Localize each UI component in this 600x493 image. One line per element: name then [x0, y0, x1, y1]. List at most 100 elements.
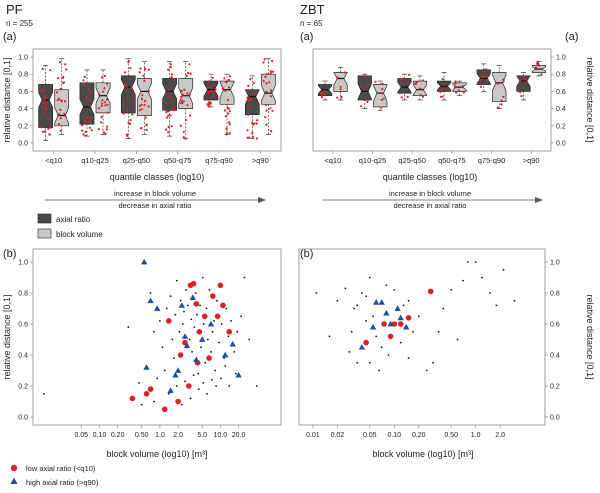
- box-raw-point: [224, 89, 227, 92]
- scatter-point-low-axial: [217, 282, 224, 289]
- pf-scatter-ylabel: relative distance [0,1]: [2, 294, 12, 379]
- box-raw-point: [189, 114, 192, 117]
- scatter-point-low-axial: [177, 352, 184, 358]
- box-axial-ratio: [38, 84, 54, 128]
- scatter-point-other: [393, 289, 396, 291]
- x-tick-label: 1.0: [471, 432, 481, 439]
- box-raw-point: [140, 103, 143, 106]
- box-raw-point: [264, 116, 267, 119]
- box-raw-point: [101, 76, 104, 79]
- scatter-point-high-axial: [141, 258, 148, 265]
- y-tick-label: 0.8: [18, 291, 28, 298]
- scatter-point-other: [213, 320, 215, 322]
- box-raw-point: [185, 74, 188, 77]
- scatter-point-high-axial: [193, 356, 200, 362]
- y-tick-label: 0.0: [18, 141, 28, 148]
- box-raw-point: [59, 108, 62, 111]
- box-raw-point: [223, 77, 226, 80]
- box-raw-point: [182, 136, 185, 139]
- x-tick-label: 0.02: [331, 432, 345, 439]
- scatter-point-other: [432, 361, 434, 364]
- box-raw-point: [255, 137, 259, 140]
- scatter-point-other: [199, 304, 201, 307]
- box-raw-point: [167, 89, 170, 92]
- box-raw-point: [179, 102, 182, 105]
- legend-label-low: low axial ratio (<q10): [26, 464, 96, 473]
- x-tick-label: 0.01: [306, 432, 320, 439]
- scatter-point-other: [189, 397, 192, 400]
- box-raw-point: [81, 129, 84, 132]
- scatter-point-other: [175, 279, 178, 282]
- box-raw-point: [105, 98, 109, 101]
- box-raw-point: [129, 67, 132, 70]
- scatter-point-low-axial: [186, 383, 192, 389]
- box-raw-point: [124, 71, 127, 74]
- box-raw-point: [225, 131, 229, 134]
- y-tick-label: 0.6: [556, 89, 566, 96]
- scatter-point-other: [167, 392, 170, 395]
- box-raw-point: [89, 99, 92, 102]
- box-raw-point: [380, 98, 383, 101]
- box-raw-point: [90, 117, 93, 120]
- x-tick-label: q75-q90: [478, 156, 506, 165]
- box-raw-point: [147, 68, 150, 71]
- box-raw-point: [130, 77, 133, 80]
- scatter-point-low-axial: [226, 329, 232, 335]
- box-raw-point: [323, 90, 326, 93]
- box-raw-point: [224, 115, 227, 118]
- box-block-volume: [373, 84, 388, 108]
- box-raw-point: [270, 91, 273, 94]
- zbt-panel-b-label: (b): [300, 248, 313, 260]
- box-raw-point: [183, 88, 186, 91]
- y-tick-label: 0.2: [550, 384, 560, 391]
- box-raw-point: [55, 91, 59, 94]
- box-raw-point: [246, 96, 249, 99]
- scatter-point-other: [353, 307, 355, 310]
- box-raw-point: [126, 85, 129, 88]
- scatter-point-other: [159, 320, 161, 322]
- box-raw-point: [59, 117, 62, 120]
- y-tick-label: 0.6: [18, 89, 28, 96]
- scatter-point-other: [197, 388, 200, 390]
- scatter-point-other: [191, 351, 194, 353]
- pf-n: n = 255: [6, 19, 33, 28]
- scatter-point-other: [173, 357, 175, 359]
- box-raw-point: [145, 128, 148, 132]
- box-raw-point: [42, 98, 46, 101]
- scatter-point-other: [417, 315, 420, 318]
- scatter-point-other: [380, 346, 383, 349]
- scatter-point-high-axial: [373, 299, 380, 305]
- box-raw-point: [172, 78, 175, 81]
- scatter-point-high-axial: [235, 371, 242, 378]
- box-raw-point: [182, 100, 185, 103]
- box-raw-point: [253, 93, 256, 96]
- pf-box-xlabel: quantile classes (log10): [110, 172, 205, 182]
- box-raw-point: [320, 94, 323, 97]
- scatter-point-other: [387, 354, 390, 356]
- y-tick-label: 0.4: [18, 353, 28, 360]
- box-raw-point: [184, 118, 187, 121]
- scatter-point-other: [218, 341, 220, 344]
- box-raw-point: [56, 99, 59, 102]
- pf-title: PF: [6, 2, 23, 17]
- box-raw-point: [100, 121, 103, 124]
- box-raw-point: [265, 82, 268, 85]
- pf-arrow-bottom-text: decrease in axial ratio: [119, 201, 192, 210]
- box-block-volume: [260, 73, 276, 105]
- scatter-point-other: [356, 304, 359, 307]
- scatter-point-high-axial: [167, 387, 174, 393]
- box-raw-point: [265, 90, 268, 93]
- x-tick-label: q25-q50: [123, 156, 151, 165]
- box-raw-point: [227, 112, 230, 115]
- scatter-point-low-axial: [387, 333, 394, 340]
- x-tick-label: 5.0: [197, 432, 207, 439]
- scatter-point-high-axial: [199, 336, 206, 342]
- box-raw-point: [63, 112, 66, 115]
- box-raw-point: [90, 129, 93, 132]
- scatter-point-low-axial: [220, 302, 226, 309]
- box-raw-point: [364, 76, 367, 79]
- box-raw-point: [251, 123, 255, 126]
- box-raw-point: [209, 102, 212, 105]
- box-raw-point: [269, 70, 272, 73]
- box-raw-point: [82, 133, 85, 136]
